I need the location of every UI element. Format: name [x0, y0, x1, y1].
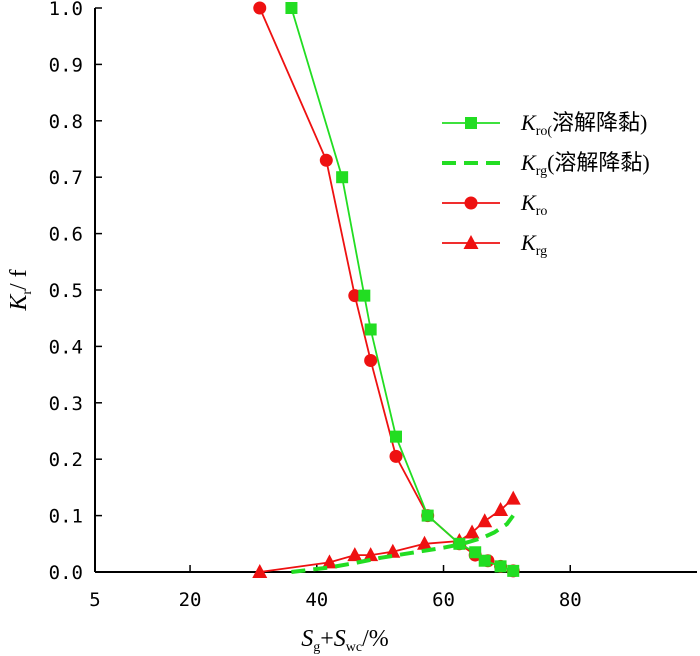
x-tick-label: 5: [89, 589, 100, 611]
legend-label: Kro(溶解降黏): [520, 110, 647, 139]
legend-item-0: Kro(溶解降黏): [442, 110, 647, 139]
x-tick-label: 60: [432, 589, 455, 611]
y-tick-label: 0.2: [49, 449, 83, 471]
y-tick-label: 0.4: [49, 336, 83, 358]
series-3: [252, 490, 521, 578]
data-point: [364, 354, 378, 367]
axes: 0.0 0.1 0.2 0.3 0.4 0.5 0.6 0.7 0.8 0.9 1.0 5 20 40 60…: [6, 0, 697, 655]
data-point: [505, 490, 521, 505]
y-tick-label: 0.5: [49, 280, 83, 302]
data-point: [421, 509, 434, 522]
data-point: [285, 2, 298, 14]
legend-item-2: Kro: [442, 190, 547, 219]
data-point: [464, 524, 480, 539]
data-point: [347, 547, 363, 562]
y-tick-label: 0.3: [49, 393, 83, 415]
x-tick-label: 20: [179, 589, 202, 611]
data-point: [319, 153, 333, 167]
data-point: [477, 513, 493, 528]
y-axis-title: Kr/ f: [6, 269, 35, 311]
data-point: [494, 560, 507, 573]
data-point: [493, 501, 509, 516]
data-point: [336, 171, 349, 184]
legend-item-3: Krg: [442, 230, 547, 259]
legend-marker: [464, 196, 478, 210]
data-point: [390, 430, 402, 443]
x-tick-label: 40: [305, 589, 328, 611]
legend-label: Krg: [520, 230, 547, 259]
legend-label: Krg(溶解降黏): [520, 150, 650, 179]
data-point: [364, 323, 377, 336]
series-1: [291, 514, 515, 574]
y-tick-label: 0.6: [49, 224, 83, 246]
data-point: [321, 554, 337, 569]
legend: Kro(溶解降黏) Krg(溶解降黏) Kro Krg: [442, 110, 650, 259]
data-point: [252, 564, 268, 578]
y-tick-label: 0.9: [49, 54, 83, 76]
x-axis-title: Sg+Swc/%: [301, 626, 389, 655]
series-line: [290, 7, 514, 572]
series-layer: [252, 1, 521, 578]
x-tick-label: 80: [559, 589, 582, 611]
data-point: [507, 564, 520, 577]
series-2: [253, 1, 520, 578]
legend-marker: [465, 117, 477, 129]
series-line: [291, 514, 515, 574]
data-point: [253, 1, 267, 15]
data-point: [417, 535, 433, 550]
y-tick-label: 0.8: [49, 111, 83, 133]
series-line: [258, 7, 514, 572]
legend-marker: [463, 235, 479, 249]
data-point: [469, 546, 482, 559]
data-point: [348, 289, 362, 303]
y-tick-label: 0.1: [49, 506, 83, 528]
data-point: [389, 449, 403, 463]
y-tick-label: 0.0: [49, 562, 83, 584]
legend-item-1: Krg(溶解降黏): [442, 150, 650, 179]
y-tick-label: 1.0: [49, 0, 83, 20]
data-point: [363, 547, 379, 562]
data-point: [385, 543, 401, 558]
y-tick-label: 0.7: [49, 167, 83, 189]
series-0: [285, 2, 520, 577]
data-point: [358, 289, 371, 302]
legend-label: Kro: [520, 190, 547, 219]
data-point: [478, 554, 491, 567]
